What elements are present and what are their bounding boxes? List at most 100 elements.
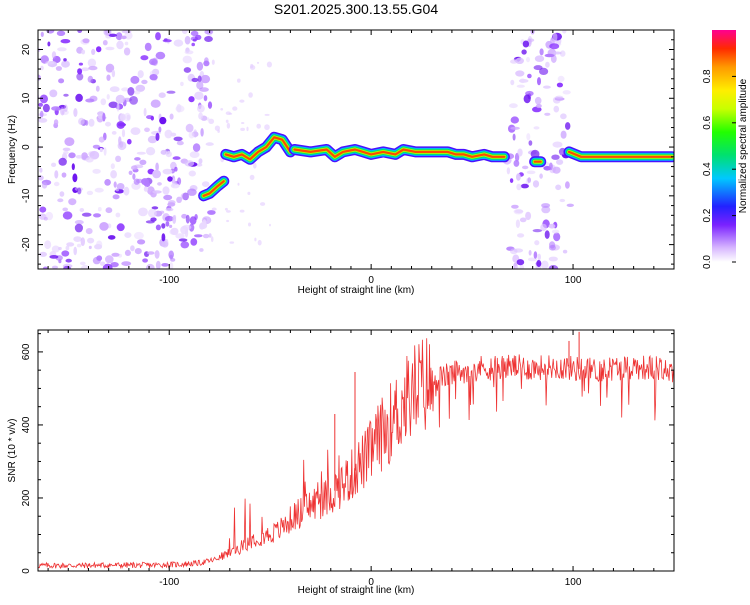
noise-blob [184, 35, 191, 45]
noise-blob [512, 133, 516, 141]
noise-blob [66, 242, 75, 247]
x-tick-label: 100 [565, 275, 582, 286]
noise-blob [194, 91, 204, 100]
noise-blob [107, 235, 116, 240]
noise-blob [46, 30, 55, 34]
ridge-segment [220, 131, 296, 165]
noise-blob [220, 108, 224, 111]
noise-blob [174, 166, 178, 172]
noise-blob [105, 255, 114, 264]
x-tick-label: 0 [368, 275, 374, 286]
noise-blob [164, 129, 173, 139]
noise-blob [510, 116, 519, 124]
noise-blob [146, 115, 154, 120]
noise-blob [196, 81, 204, 90]
noise-blob [54, 170, 59, 179]
noise-blob [134, 157, 141, 161]
noise-blob [168, 250, 174, 259]
y-tick-label: 200 [21, 489, 32, 506]
noise-blob [539, 48, 544, 56]
noise-blob [110, 262, 119, 268]
noise-blob [136, 178, 143, 184]
noise-blob [146, 263, 155, 269]
noise-blob [208, 118, 215, 125]
noise-blob [525, 211, 532, 221]
noise-blob [94, 244, 103, 250]
noise-blob [523, 94, 531, 104]
noise-blob [137, 70, 144, 79]
noise-blob [177, 177, 182, 186]
noise-blob [141, 79, 148, 85]
noise-blob [184, 160, 195, 167]
noise-blob [62, 207, 68, 212]
noise-blob [544, 53, 555, 58]
noise-blob [552, 141, 563, 148]
noise-blob [143, 186, 149, 192]
noise-blob [87, 237, 95, 244]
noise-blob [522, 40, 530, 48]
noise-blob [195, 163, 203, 167]
noise-blob [555, 184, 562, 191]
noise-blob [565, 181, 570, 189]
noise-blob [124, 232, 132, 239]
noise-blob [185, 214, 190, 224]
noise-blob [163, 194, 173, 201]
noise-blob [166, 90, 176, 94]
noise-blob [68, 152, 76, 159]
noise-blob [181, 30, 188, 34]
noise-blob [532, 180, 540, 188]
noise-blob [552, 32, 558, 42]
noise-blob [115, 32, 123, 41]
noise-blob [74, 223, 83, 233]
noise-blob [548, 223, 556, 229]
noise-blob [92, 144, 100, 149]
snr-area [38, 331, 674, 570]
noise-blob [226, 219, 230, 223]
noise-blob [51, 245, 60, 253]
y-tick-label: 600 [21, 343, 32, 360]
noise-blob [539, 67, 549, 75]
noise-blob [103, 147, 107, 156]
noise-blob [226, 122, 231, 129]
noise-blob [60, 39, 71, 44]
noise-blob [210, 236, 214, 243]
noise-blob [105, 46, 115, 51]
ridge-layer [202, 180, 225, 197]
noise-blob [111, 252, 120, 257]
y-axis-label: Frequency (Hz) [7, 115, 18, 184]
noise-blob [544, 112, 551, 116]
noise-blob [565, 122, 571, 130]
noise-blob [62, 211, 73, 220]
noise-blob [51, 265, 59, 269]
noise-blob [197, 75, 202, 83]
noise-blob [63, 93, 69, 97]
noise-blob [249, 65, 256, 70]
noise-blob [130, 245, 135, 252]
y-tick-label: -10 [21, 188, 32, 203]
noise-blob [248, 92, 253, 98]
ridge-layer [293, 148, 506, 158]
noise-blob [183, 67, 192, 73]
noise-blob [240, 127, 246, 131]
noise-blob [127, 87, 135, 96]
noise-blob [115, 94, 125, 104]
noise-blob [162, 168, 173, 175]
noise-blob [170, 258, 176, 262]
noise-blob [87, 75, 94, 83]
noise-blob [155, 224, 161, 231]
noise-blob [113, 181, 117, 188]
noise-blob [548, 256, 558, 262]
noise-blob [537, 77, 541, 86]
noise-blob [515, 219, 521, 228]
noise-blob [170, 227, 179, 236]
noise-blob [182, 55, 192, 64]
noise-blob [121, 30, 132, 34]
noise-blob [73, 108, 78, 117]
noise-blob [99, 222, 109, 231]
noise-blob [239, 209, 245, 213]
noise-blob [60, 107, 65, 116]
noise-blob [126, 114, 131, 121]
noise-blob [149, 74, 158, 81]
noise-blob [551, 154, 560, 160]
noise-blob [102, 112, 106, 122]
